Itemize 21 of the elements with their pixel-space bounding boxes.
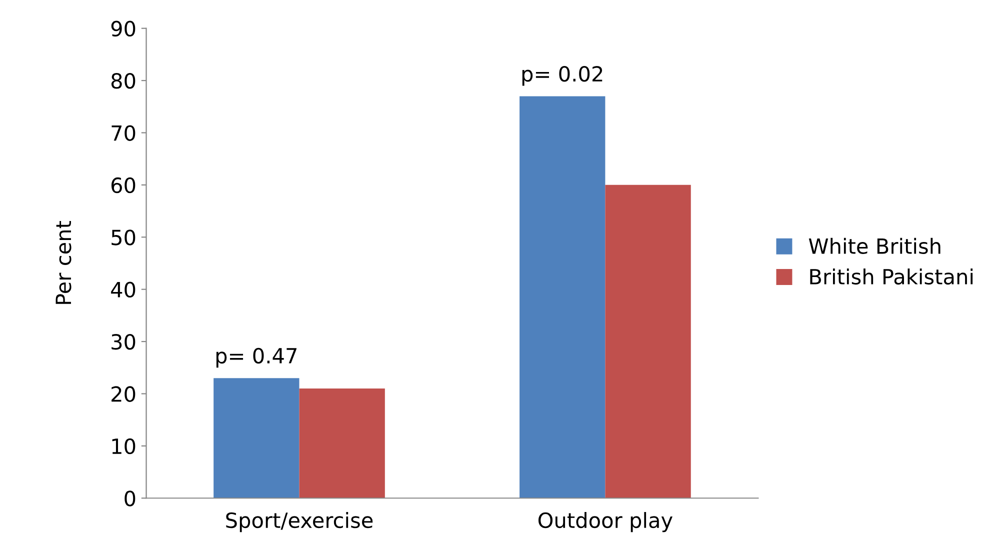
y-tick-label: 40 (111, 282, 136, 298)
y-tick-label: 80 (111, 72, 136, 89)
y-tick-label: 90 (111, 20, 136, 37)
annotation: p= 0.02 (522, 66, 602, 86)
y-tick-label: 50 (112, 230, 136, 246)
x-tick-label: Outdoor play (538, 512, 672, 532)
x-tick-label: Sport/exercise (226, 512, 373, 532)
annotation: p= 0.47 (216, 348, 296, 368)
legend-label: British Pakistani (810, 268, 973, 285)
bar (520, 96, 606, 498)
y-tick-label: 30 (112, 334, 136, 350)
y-tick-label: 20 (112, 386, 136, 402)
y-tick-label: 10 (112, 438, 136, 454)
y-tick-label: 70 (112, 125, 136, 141)
bar (605, 184, 691, 498)
y-axis-title: Per cent (56, 221, 72, 304)
bar (214, 378, 300, 498)
y-tick-label: 0 (124, 490, 136, 506)
legend-label: White British (808, 238, 940, 254)
y-tick-label: 60 (111, 177, 136, 194)
bar (299, 388, 385, 498)
